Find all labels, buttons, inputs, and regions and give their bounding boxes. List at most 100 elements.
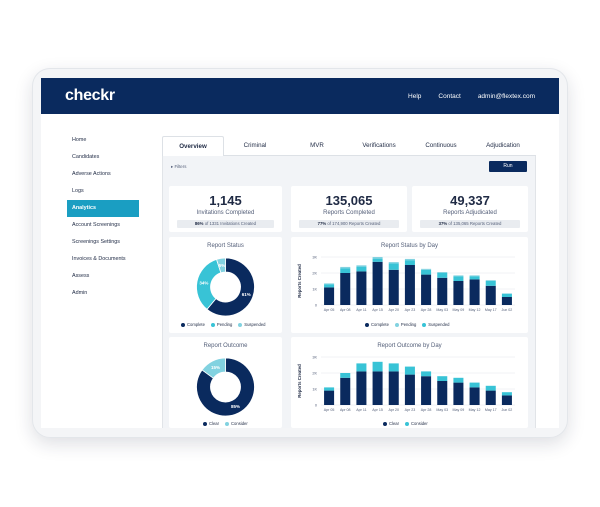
- bar-complete: [340, 273, 351, 305]
- legend-item: Pending: [210, 322, 233, 327]
- x-tick-label: Jun 02: [502, 308, 513, 312]
- bar-complete: [388, 269, 399, 305]
- bar-pending: [421, 269, 432, 275]
- legend-swatch: [422, 322, 427, 327]
- donut-slice-clear: [196, 357, 255, 417]
- bar-complete: [437, 277, 448, 305]
- bar-pending: [388, 263, 399, 270]
- y-tick-label: 2K: [312, 371, 317, 375]
- bar-complete: [324, 287, 335, 305]
- y-axis-label: Reports Created: [297, 264, 302, 298]
- sidebar-item-invoices[interactable]: Invoices & Documents: [72, 256, 126, 262]
- legend-label: Pending: [216, 322, 233, 327]
- bar-suspended: [340, 266, 351, 269]
- help-link[interactable]: Help: [408, 92, 422, 100]
- x-tick-label: Apr 11: [356, 408, 366, 412]
- bar-complete: [501, 297, 512, 305]
- report-outcome-by-day-card: Report Outcome by Day Reports Created 0 1K…: [291, 337, 528, 428]
- stat-detail: 86% of 1331 Invitations Created: [176, 220, 275, 228]
- x-tick-label: Apr 11: [356, 308, 366, 312]
- sidebar-item-home[interactable]: Home: [72, 137, 87, 143]
- legend-label: Consider: [411, 421, 428, 426]
- contact-link[interactable]: Contact: [438, 92, 461, 100]
- slice-label: 5%: [219, 263, 226, 268]
- bar-pending: [501, 293, 512, 297]
- bar-consider: [324, 387, 335, 391]
- chart-title: Report Outcome by Day: [377, 343, 442, 349]
- donut-slice-consider: [201, 357, 226, 379]
- stat-label: Reports Adjudicated: [443, 210, 497, 216]
- tab-criminal[interactable]: Criminal: [243, 142, 267, 149]
- bar-consider: [453, 377, 464, 383]
- tab-adjudication[interactable]: Adjudication: [486, 142, 520, 149]
- sidebar-item-analytics[interactable]: Analytics: [67, 200, 139, 217]
- sidebar-item-assess[interactable]: Assess: [72, 273, 90, 279]
- x-tick-label: May 03: [436, 308, 448, 312]
- stat-value: 49,337: [450, 193, 490, 208]
- bar-clear: [437, 381, 448, 405]
- chart-legend: Clear Consider: [203, 421, 248, 426]
- y-tick-label: 3K: [312, 355, 317, 359]
- x-tick-label: Apr 15: [372, 308, 383, 312]
- sidebar-item-candidates[interactable]: Candidates: [72, 154, 100, 160]
- bar-pending: [340, 268, 351, 273]
- slice-label: 15%: [211, 365, 220, 370]
- slice-label: 85%: [231, 404, 240, 409]
- tab-verifications[interactable]: Verifications: [362, 142, 396, 149]
- x-tick-label: May 12: [469, 308, 481, 312]
- x-tick-label: Apr 08: [340, 408, 351, 412]
- x-tick-label: May 17: [485, 408, 497, 412]
- report-status-card: Report Status 61% 34% 5% Complete Pending Su…: [169, 237, 282, 333]
- sidebar-item-account-screenings[interactable]: Account Screenings: [72, 222, 120, 228]
- account-menu[interactable]: admin@flextex.com: [477, 92, 535, 100]
- bar-clear: [469, 387, 480, 405]
- legend-item: Clear: [203, 421, 219, 426]
- bar-clear: [324, 390, 335, 405]
- slice-label: 61%: [242, 292, 251, 297]
- bar-pending: [453, 276, 464, 281]
- bar-complete: [356, 271, 367, 305]
- bar-suspended: [469, 275, 480, 277]
- legend-swatch: [405, 421, 410, 426]
- sidebar-item-adverse-actions[interactable]: Adverse Actions: [72, 171, 111, 177]
- legend-item: Clear: [383, 421, 399, 426]
- bar-suspended: [388, 262, 399, 264]
- bar-complete: [453, 281, 464, 305]
- bar-suspended: [437, 272, 448, 273]
- filters-toggle[interactable]: ▸ Filters: [171, 164, 186, 170]
- sidebar-item-screenings-settings[interactable]: Screenings Settings: [72, 239, 120, 245]
- tab-mvr[interactable]: MVR: [310, 142, 324, 149]
- legend-swatch: [365, 322, 369, 327]
- tab-continuous[interactable]: Continuous: [425, 142, 457, 149]
- legend-item: Pending: [394, 322, 416, 327]
- x-tick-label: May 09: [453, 308, 465, 312]
- legend-swatch: [225, 421, 230, 426]
- x-tick-label: Apr 23: [405, 308, 416, 312]
- slice-label: 34%: [199, 280, 208, 285]
- sidebar-item-admin[interactable]: Admin: [72, 290, 88, 296]
- bar-clear: [356, 371, 367, 405]
- filters-label: Filters: [174, 164, 187, 169]
- bar-suspended: [356, 265, 367, 267]
- bar-clear: [421, 376, 432, 405]
- bar-suspended: [404, 258, 415, 261]
- tab-overview[interactable]: Overview: [162, 136, 224, 157]
- x-tick-label: Jun 02: [502, 408, 513, 412]
- run-button[interactable]: Run: [489, 161, 527, 172]
- tab-bar: Overview Criminal MVR Verifications Cont…: [162, 136, 536, 157]
- checkr-logo[interactable]: checkr: [65, 87, 115, 104]
- report-outcome-donut: 85% 15%: [196, 357, 255, 417]
- bar-clear: [453, 382, 464, 405]
- bar-pending: [324, 284, 335, 288]
- sidebar-item-logs[interactable]: Logs: [72, 188, 84, 194]
- bar-consider: [421, 371, 432, 377]
- bar-pending: [404, 260, 415, 265]
- legend-label: Suspended: [244, 322, 266, 327]
- bar-suspended: [324, 283, 335, 285]
- caret-right-icon: ▸: [171, 164, 174, 169]
- bar-consider: [437, 376, 448, 381]
- main-content: Overview Criminal MVR Verifications Cont…: [162, 136, 536, 428]
- stat-value: 1,145: [209, 193, 242, 208]
- x-tick-label: May 12: [469, 408, 481, 412]
- y-tick-label: 3K: [312, 255, 317, 259]
